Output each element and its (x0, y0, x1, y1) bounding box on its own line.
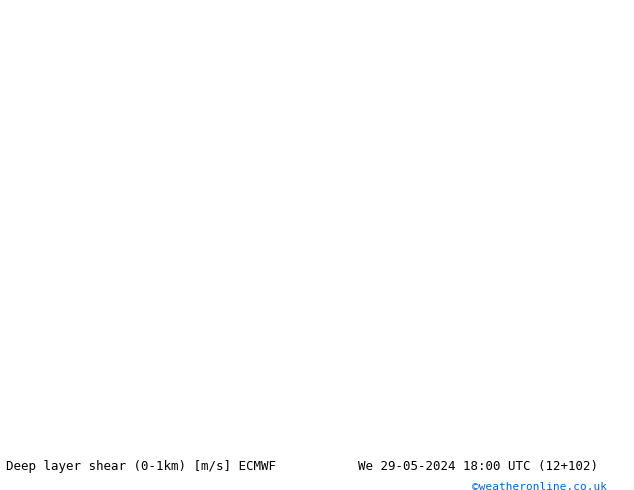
Text: Deep layer shear (0-1km) [m/s] ECMWF: Deep layer shear (0-1km) [m/s] ECMWF (6, 460, 276, 473)
Text: ©weatheronline.co.uk: ©weatheronline.co.uk (472, 482, 607, 490)
Text: We 29-05-2024 18:00 UTC (12+102): We 29-05-2024 18:00 UTC (12+102) (358, 460, 598, 473)
